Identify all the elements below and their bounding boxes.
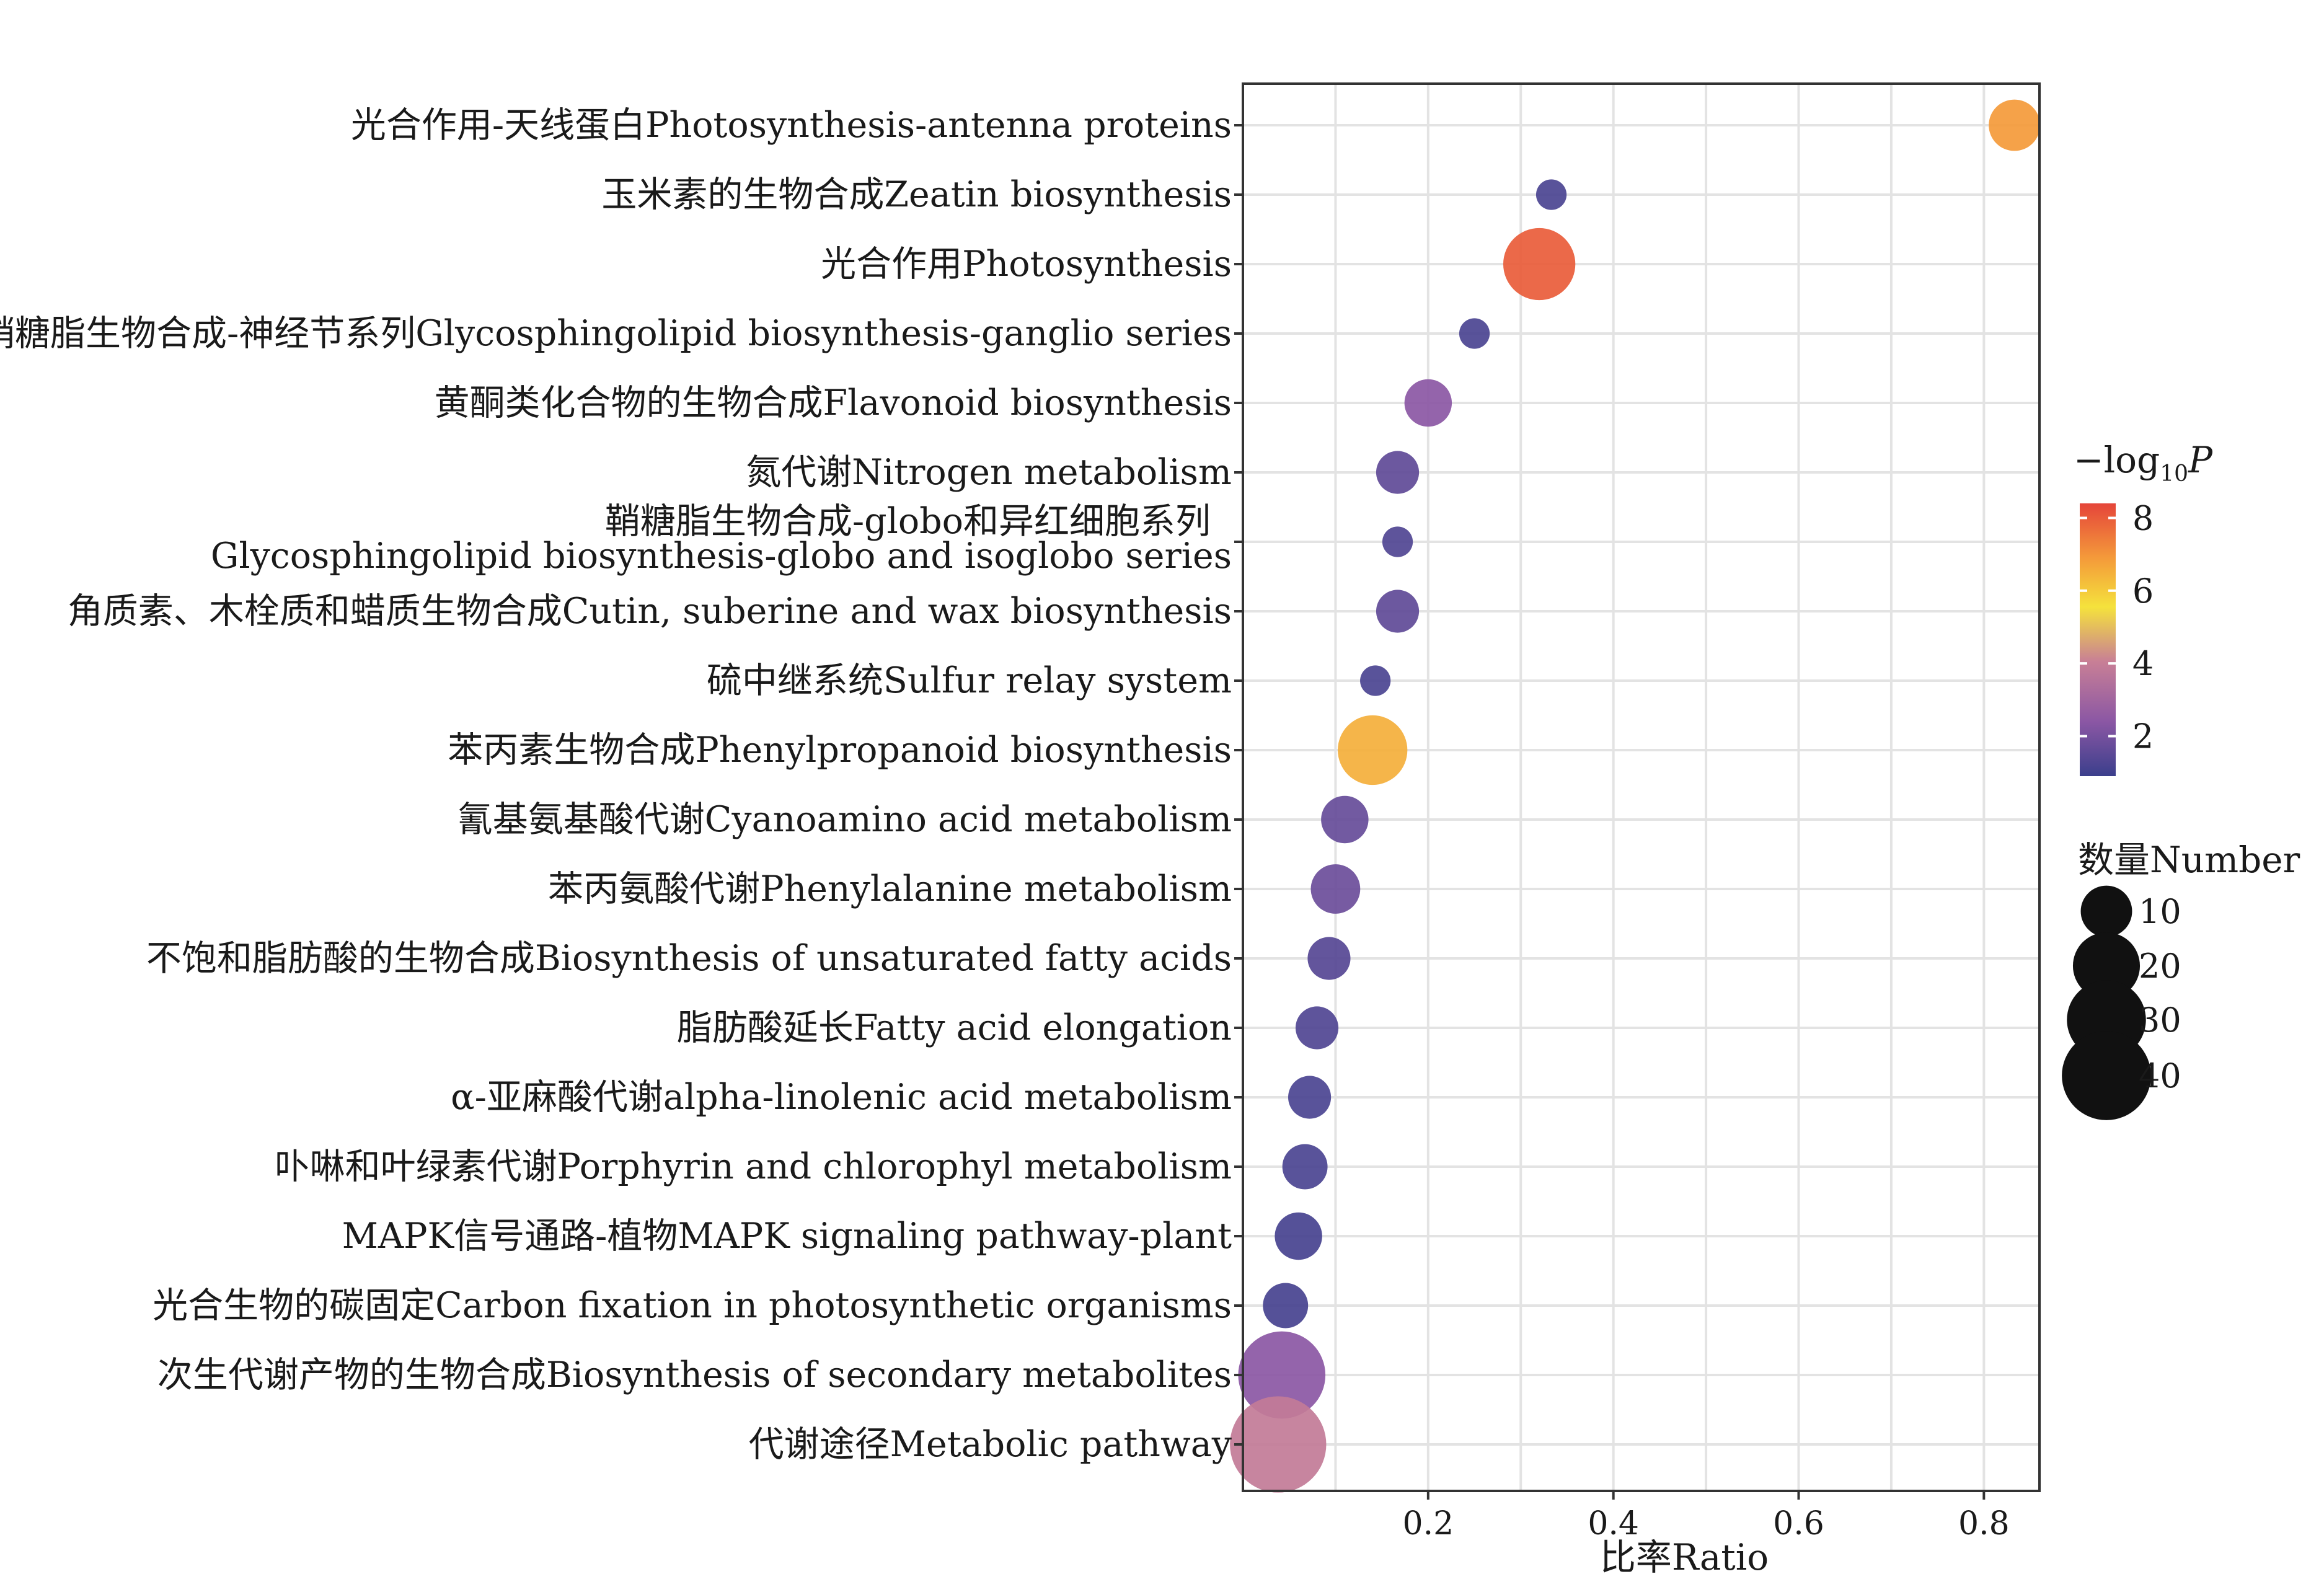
y-tick-label: 玉米素的生物合成Zeatin biosynthesis: [601, 174, 1232, 215]
y-tick-label: 氰基氨基酸代谢Cyanoamino acid metabolism: [457, 799, 1232, 840]
color-legend-title-var: P: [2188, 439, 2213, 481]
y-tick-label: 硫中继系统Sulfur relay system: [707, 660, 1232, 701]
x-tick-label: 0.4: [1588, 1505, 1639, 1542]
size-key-label: 20: [2139, 947, 2181, 986]
color-tick-label: 8: [2132, 498, 2154, 537]
data-point: [1535, 179, 1567, 210]
size-legend: 数量Number 10 20 30 40: [2062, 839, 2300, 1120]
x-tick-label: 0.8: [1958, 1505, 2010, 1542]
size-key-label: 40: [2139, 1056, 2181, 1095]
y-tick-label: 光合作用-天线蛋白Photosynthesis-antenna proteins: [351, 105, 1232, 146]
data-point: [1275, 1212, 1322, 1260]
data-point: [1307, 937, 1351, 980]
y-tick-label: 脂肪酸延长Fatty acid elongation: [677, 1007, 1232, 1048]
size-key-dot: [2062, 1031, 2151, 1120]
data-point: [1338, 715, 1408, 785]
data-point: [1321, 795, 1369, 844]
y-tick-label: 苯丙氨酸代谢Phenylalanine metabolism: [548, 869, 1232, 909]
plot-panel: [1230, 82, 2041, 1493]
data-point: [1295, 1006, 1339, 1050]
y-tick-label-line2: Glycosphingolipid biosynthesis-globo and…: [211, 536, 1232, 577]
color-legend-title-sub: 10: [2160, 461, 2188, 487]
size-key-label: 30: [2139, 1001, 2181, 1040]
size-legend-keys: 10 20 30 40: [2062, 885, 2181, 1120]
data-point: [1376, 590, 1420, 633]
y-tick-label: MAPK信号通路-植物MAPK signaling pathway-plant: [342, 1216, 1232, 1257]
y-tick-label: 鞘糖脂生物合成-globo和异红细胞系列: [605, 501, 1211, 542]
plot-border: [1242, 82, 2041, 1492]
data-point: [1263, 1283, 1309, 1329]
data-point: [1310, 864, 1361, 914]
data-point: [1404, 379, 1452, 427]
x-axis: 0.2 0.4 0.6 0.8: [1402, 1491, 2010, 1542]
data-point: [1230, 1396, 1327, 1493]
size-legend-title: 数量Number: [2078, 839, 2300, 881]
data-point: [1459, 318, 1490, 349]
y-tick-label: 苯丙素生物合成Phenylpropanoid biosynthesis: [448, 730, 1232, 771]
color-legend-title: −log10P: [2074, 439, 2213, 487]
y-tick-label: 黄酮类化合物的生物合成Flavonoid biosynthesis: [435, 382, 1232, 423]
color-bar: [2080, 503, 2116, 776]
x-tick-label: 0.2: [1402, 1505, 1454, 1542]
color-legend: −log10P 2 4 6 8: [2074, 439, 2213, 776]
y-tick-label: 氮代谢Nitrogen metabolism: [746, 452, 1232, 493]
data-points: [1230, 99, 2041, 1493]
y-tick-label: α-亚麻酸代谢alpha-linolenic acid metabolism: [451, 1077, 1232, 1118]
color-tick-label: 4: [2132, 644, 2154, 683]
data-point: [1382, 526, 1413, 557]
data-point: [1503, 228, 1576, 301]
color-tick-label: 6: [2132, 572, 2154, 611]
x-tick-label: 0.6: [1773, 1505, 1824, 1542]
x-axis-title: 比率Ratio: [1600, 1536, 1769, 1574]
y-tick-label: 光合生物的碳固定Carbon fixation in photosyntheti…: [152, 1285, 1232, 1326]
data-point: [1989, 99, 2041, 151]
color-tick-label: 2: [2132, 717, 2154, 756]
data-point: [1288, 1076, 1332, 1119]
y-axis: 光合作用-天线蛋白Photosynthesis-antenna proteins…: [0, 105, 1243, 1465]
size-key-dot: [2080, 885, 2132, 937]
y-tick-label: 鞘糖脂生物合成-神经节系列Glycosphingolipid biosynthe…: [0, 313, 1232, 354]
y-tick-label: 代谢途径Metabolic pathway: [749, 1424, 1232, 1465]
gridlines: [1243, 84, 2039, 1491]
data-point: [1376, 451, 1420, 494]
y-tick-label: 光合作用Photosynthesis: [821, 244, 1232, 285]
data-point: [1238, 1331, 1326, 1419]
y-tick-label: 角质素、木栓质和蜡质生物合成Cutin, suberine and wax bi…: [68, 591, 1232, 632]
data-point: [1360, 665, 1391, 696]
y-tick-label: 卟啉和叶绿素代谢Porphyrin and chlorophyl metabol…: [275, 1146, 1232, 1187]
color-legend-title-prefix: −log: [2074, 439, 2160, 481]
y-tick-label: 次生代谢产物的生物合成Biosynthesis of secondary met…: [157, 1355, 1232, 1395]
plot-background: [1243, 84, 2039, 1491]
size-key-label: 10: [2139, 892, 2181, 931]
color-legend-ticks: 2 4 6 8: [2080, 498, 2154, 756]
size-key-dot: [2072, 932, 2141, 1000]
data-point: [1282, 1144, 1328, 1190]
y-tick-label: 不饱和脂肪酸的生物合成Biosynthesis of unsaturated f…: [146, 938, 1232, 979]
